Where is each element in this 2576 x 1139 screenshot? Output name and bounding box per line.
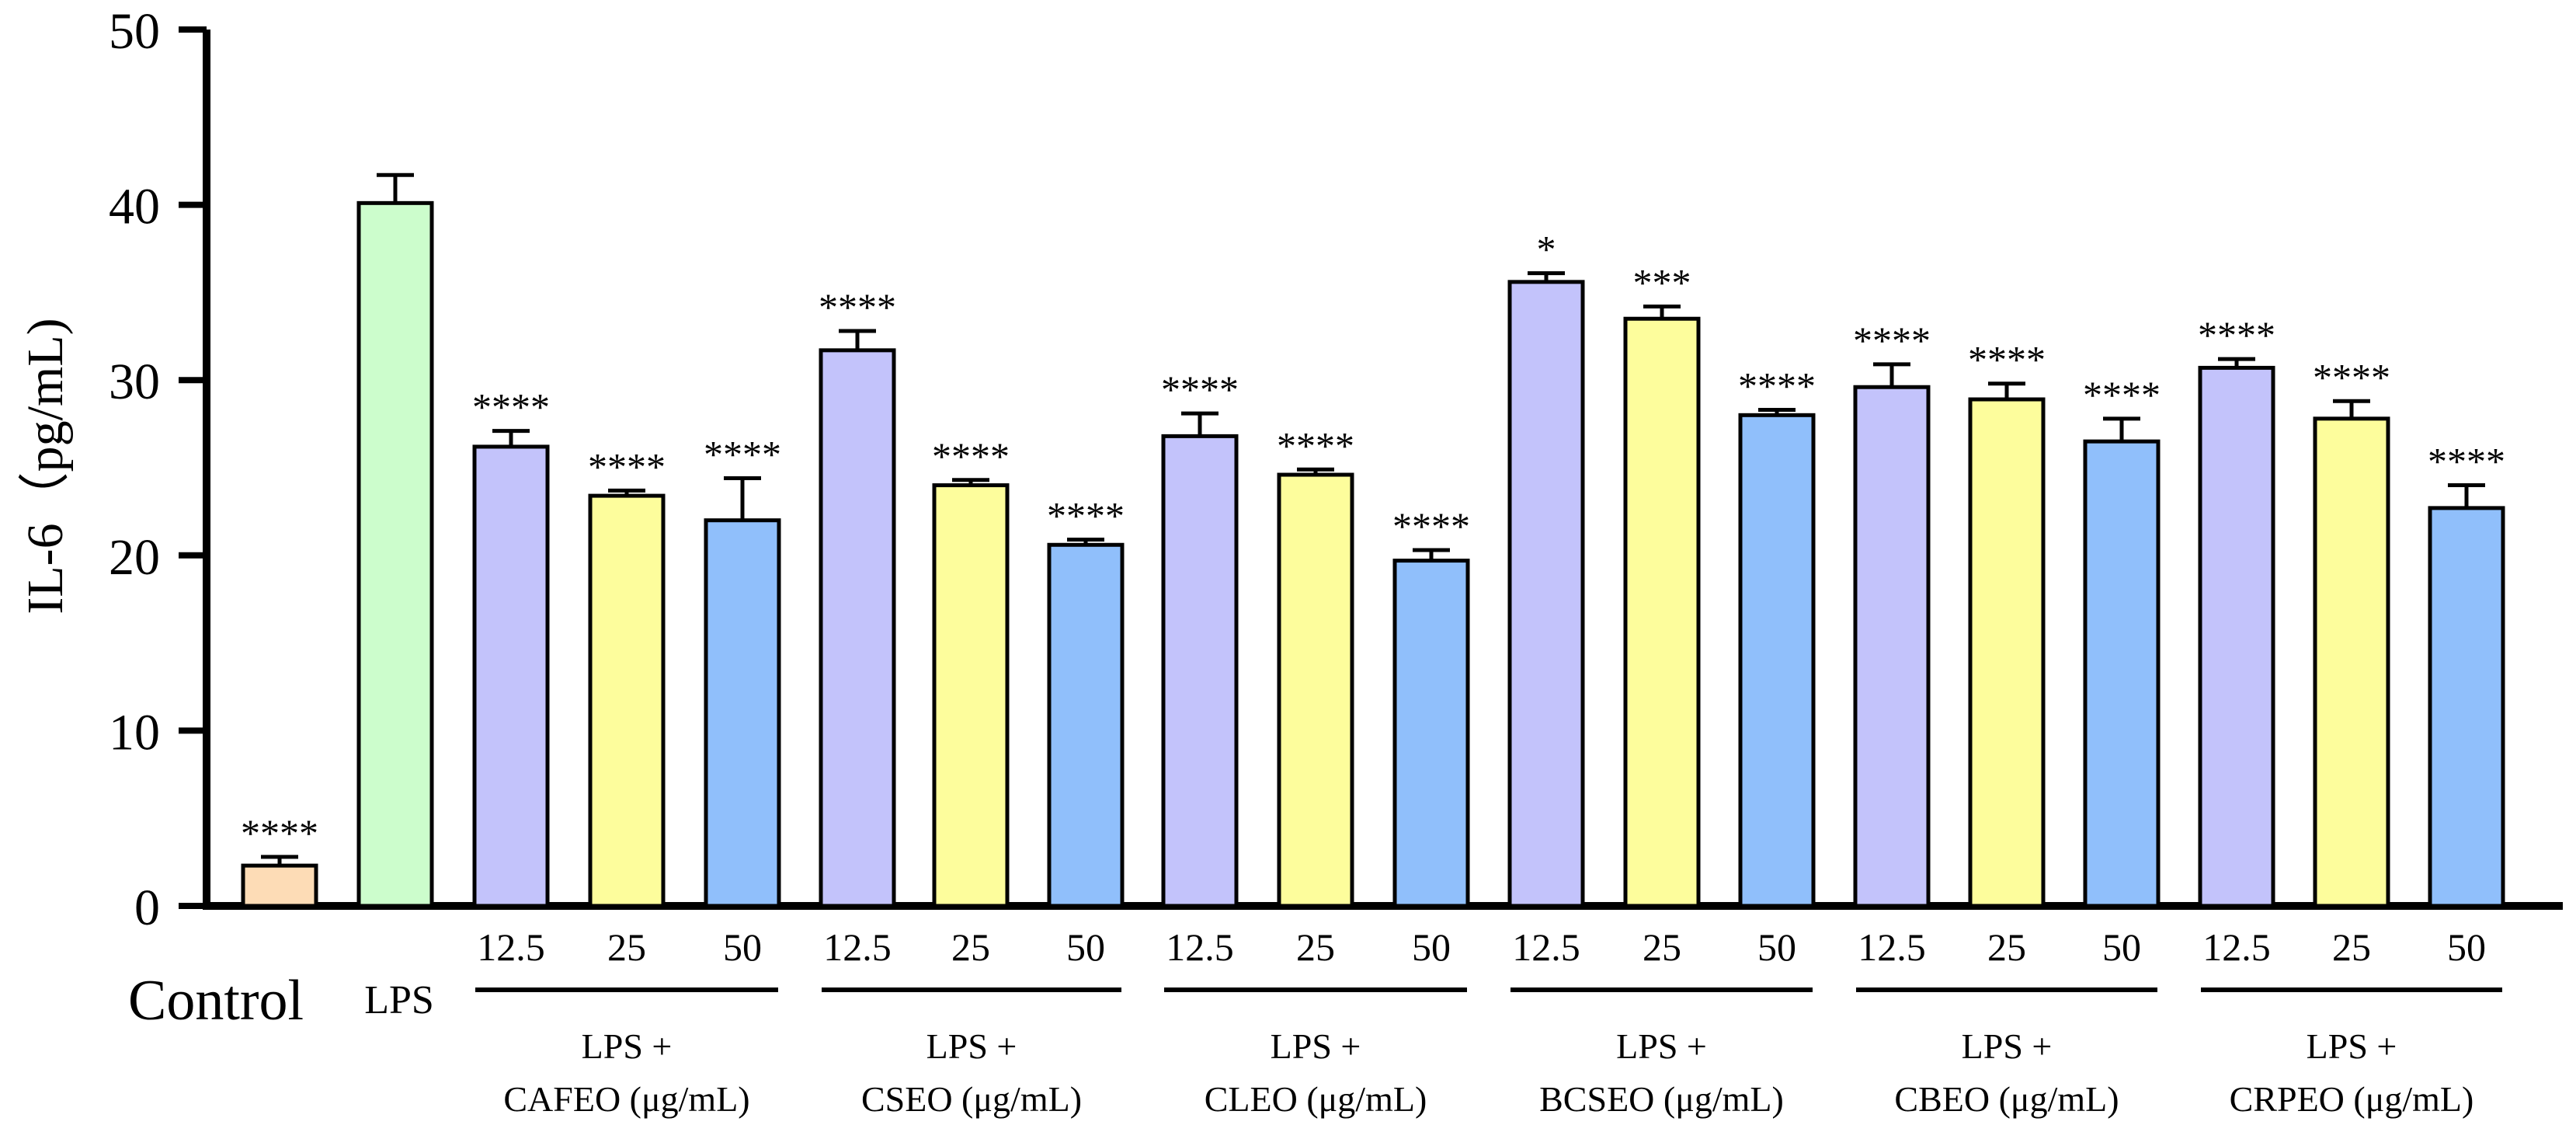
group-label-line1: LPS + [926,1026,1017,1066]
concentration-label: 50 [1757,925,1796,969]
bar [2313,416,2390,908]
bar [1047,542,1125,908]
y-axis-label: IL-6（pg/mL) [17,318,74,614]
significance-label: **** [241,811,318,855]
concentration-label: 50 [2102,925,2141,969]
significance-label: **** [2428,440,2505,483]
concentration-label: 12.5 [823,925,892,969]
category-label-control: Control [128,969,304,1033]
group-label-line2: CRPEO (μg/mL) [2230,1079,2474,1119]
group-label-line1: LPS + [582,1026,673,1066]
concentration-label: 12.5 [477,925,545,969]
bar [819,348,896,908]
concentration-label: 50 [723,925,762,969]
significance-label: **** [2313,355,2390,399]
group-label-line2: CAFEO (μg/mL) [503,1079,749,1119]
bar [932,483,1010,908]
group-label-line1: LPS + [2307,1026,2397,1066]
concentration-label: 50 [2447,925,2486,969]
bar [2428,506,2505,908]
concentration-label: 50 [1412,925,1451,969]
significance-label: **** [1853,319,1931,362]
y-tick-label: 20 [109,529,160,586]
bar [1623,316,1701,908]
concentration-label: 12.5 [1166,925,1234,969]
bar [1507,280,1585,908]
significance-label: **** [1968,338,2046,381]
significance-label: **** [588,444,666,488]
group-label-line2: BCSEO (μg/mL) [1539,1079,1784,1119]
bar [1392,559,1470,908]
significance-label: **** [819,285,896,329]
group-label-line2: CBEO (μg/mL) [1894,1079,2119,1119]
concentration-label: 25 [951,925,990,969]
concentration-label: 25 [1987,925,2026,969]
concentration-label: 12.5 [1512,925,1580,969]
significance-label: **** [1392,504,1470,548]
y-tick-label: 40 [109,179,160,235]
significance-label: **** [704,433,781,476]
category-label-lps: LPS [364,978,434,1022]
group-label-line2: CLEO (μg/mL) [1205,1079,1427,1119]
bar [2083,439,2161,908]
significance-label: * [1537,228,1556,271]
bar [1277,472,1354,908]
bar [704,518,781,908]
group-label-line1: LPS + [1271,1026,1361,1066]
bar [588,493,666,908]
concentration-label: 25 [607,925,646,969]
bar [1738,413,1816,908]
bar [2198,365,2275,908]
significance-label: **** [1047,493,1125,537]
bar [356,200,434,908]
bar [1161,434,1239,908]
significance-label: **** [472,385,550,429]
significance-label: *** [1633,260,1691,304]
significance-label: **** [1161,367,1239,411]
concentration-label: 12.5 [1858,925,1926,969]
bar [1853,385,1931,908]
y-tick-label: 30 [109,354,160,410]
concentration-label: 25 [1296,925,1335,969]
bar [472,444,550,908]
chart-bars [241,172,2505,908]
concentration-label: 25 [2332,925,2371,969]
group-label-line2: CSEO (μg/mL) [861,1079,1082,1119]
significance-label: **** [1277,423,1354,467]
y-tick-label: 0 [134,880,160,936]
y-tick-label: 10 [109,704,160,761]
chart-labels: ********12.5****25****50****12.5****25**… [128,228,2505,1119]
significance-label: **** [1738,364,1816,408]
concentration-label: 12.5 [2202,925,2271,969]
significance-label: **** [932,434,1010,478]
bar [1968,397,2046,908]
group-label-line1: LPS + [1962,1026,2053,1066]
bar [241,863,318,908]
significance-label: **** [2083,373,2161,416]
group-label-line1: LPS + [1616,1026,1707,1066]
concentration-label: 50 [1066,925,1105,969]
significance-label: **** [2198,313,2275,357]
y-tick-label: 50 [109,3,160,60]
concentration-label: 25 [1643,925,1681,969]
